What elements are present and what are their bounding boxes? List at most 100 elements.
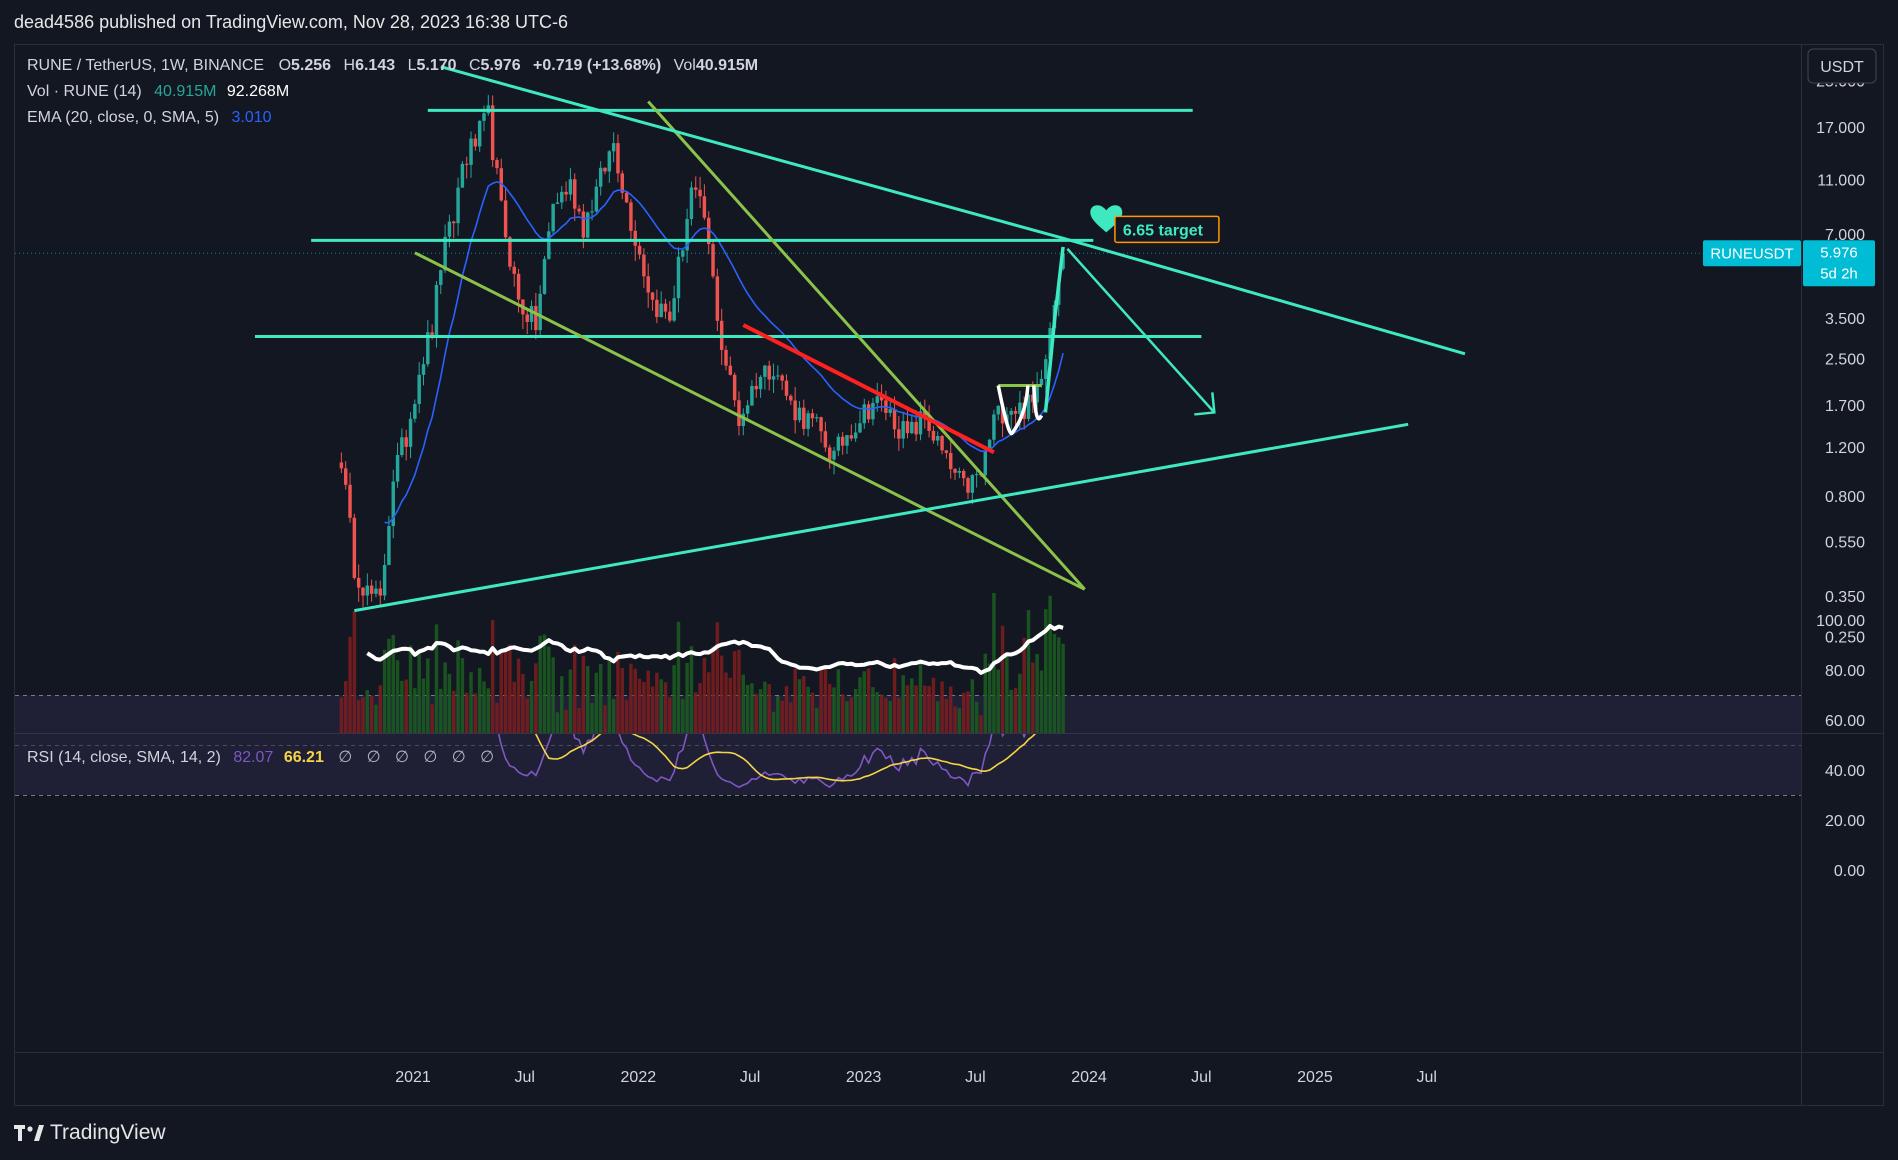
price-tick: 0.250 [1825,630,1865,647]
volume-bar [529,680,534,733]
candle-body [434,284,439,337]
ema-line [384,180,1064,524]
volume-bar [387,638,391,733]
volume-bar [987,663,992,733]
volume-bar [343,681,348,733]
candle-body [503,200,508,238]
candle-body [758,376,763,390]
volume-bar [940,681,944,733]
candle-body [702,196,707,218]
candle-body [655,299,659,318]
currency-button-label: USDT [1820,59,1864,76]
volume-bar [443,662,447,733]
volume-bar [607,659,612,733]
candle-body [400,437,404,455]
volume-bar [430,704,434,733]
volume-bar [836,669,841,733]
candle-body [529,305,534,322]
volume-bar [845,701,849,733]
candle-body [646,276,650,293]
volume-bar [689,646,694,733]
candle-body [966,478,970,493]
currency-button[interactable]: USDT [1807,48,1877,84]
candle-body [452,221,456,224]
volume-bar [659,679,663,733]
volume-bar [590,702,594,733]
candle-body [996,405,1000,415]
time-tick: Jul [1191,1069,1211,1086]
candle-body [352,517,357,578]
candle-body [629,202,633,231]
volume-bar [581,655,586,733]
price-tick: 3.500 [1825,311,1865,328]
legend-rsi[interactable]: RSI (14, close, SMA, 14, 2) 82.07 66.21 … [27,749,494,766]
rsi-tick: 80.00 [1825,663,1865,680]
time-axis[interactable]: 2021 Jul 2022 Jul 2023 Jul 2024 Jul 2025 Jul [395,1069,1437,1086]
chart-frame[interactable]: 25.00017.00011.0007.0003.5002.5001.7001.… [14,44,1884,1106]
time-tick: Jul [965,1069,985,1086]
candle-body [784,380,789,396]
candle-body [534,305,538,331]
tradingview-brand[interactable]: TradingView [14,1120,166,1146]
volume-bar [577,708,581,733]
volume-bar [823,665,828,733]
legend-symbol: RUNE / TetherUS, 1W, BINANCE [27,57,264,74]
candle-body [780,375,784,381]
volume-bar [1044,609,1048,733]
price-chart[interactable]: 25.00017.00011.0007.0003.5002.5001.7001.… [15,45,1883,1105]
volume-bar [473,693,478,733]
svg-text:EMA (20, close, 0, SMA, 5): EMA (20, close, 0, SMA, 5) 3.010 [27,109,272,126]
candle-body [624,192,629,203]
candle-body [923,411,927,418]
candle-body [421,364,426,375]
volume-bar [434,624,439,733]
candle-body [797,407,802,421]
volume-bar [452,690,456,733]
candle-body [585,212,590,238]
rsi-tick: 60.00 [1825,713,1865,730]
volume-bar [339,697,344,733]
candle-body [356,577,361,588]
time-tick: Jul [515,1069,535,1086]
candle-body [810,413,815,419]
candle-body [426,332,430,365]
volume-bar [944,698,949,733]
price-tick: 7.000 [1825,227,1865,244]
volume-bar [594,672,599,733]
volume-bar [1013,687,1018,733]
volume-ma-line [366,624,1064,675]
candle-body [642,254,646,277]
candle-body [685,218,689,251]
volume-bar [650,686,655,733]
volume-bar [936,701,940,733]
volume-bar [754,693,758,733]
volume-bar [646,670,650,733]
rsi-axis[interactable]: 100.00 80.00 60.00 40.00 20.00 0.00 [1816,613,1865,880]
volume-bar [629,663,633,733]
volume-bar [668,697,672,733]
volume-bar [706,672,711,733]
candle-body [948,452,953,470]
price-tick: 1.700 [1825,398,1865,415]
volume-bar [815,707,819,733]
target-annotation[interactable]: 6.65 target [1090,205,1220,244]
symbol-badge-text: RUNEUSDT [1710,245,1793,262]
candle-body [464,163,469,165]
candle-body [404,437,408,447]
price-badge-text: 5.976 [1820,244,1858,261]
legend-main[interactable]: RUNE / TetherUS, 1W, BINANCE O5.256 H6.1… [27,57,758,766]
candle-body [495,160,499,169]
candle-body [910,421,914,434]
candle-body [706,217,711,245]
volume-bar [1018,673,1022,733]
candle-body [598,167,603,187]
candle-body [1026,394,1031,419]
candle-body [633,230,637,246]
time-tick: 2021 [395,1069,431,1086]
volume-bar [655,672,659,733]
price-axis[interactable]: 25.00017.00011.0007.0003.5002.5001.7001.… [1816,73,1865,646]
price-tick: 1.200 [1825,440,1865,457]
volume-bar [732,651,737,733]
volume-bar [750,683,754,733]
volume-bar [970,679,975,733]
